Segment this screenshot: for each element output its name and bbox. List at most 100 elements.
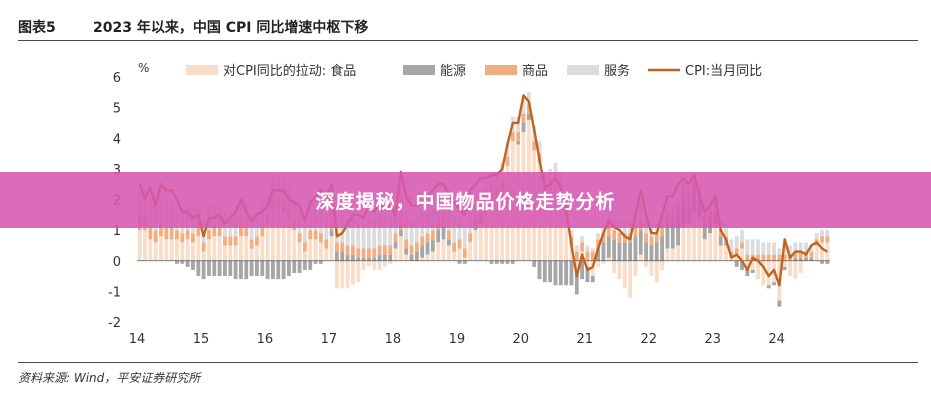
bar-food [228, 245, 233, 261]
bar-energy [345, 254, 350, 261]
bar-energy [510, 260, 515, 264]
bar-goods [574, 251, 579, 261]
bar-goods [761, 254, 766, 261]
bar-food [713, 224, 718, 261]
y-tick-label: 6 [113, 71, 121, 86]
bar-food [633, 260, 638, 277]
bar-goods [340, 242, 345, 252]
bar-food [292, 230, 297, 261]
bar-energy [340, 251, 345, 261]
bar-food [175, 239, 179, 261]
bar-food [287, 217, 291, 261]
bar-goods [260, 227, 265, 237]
x-tick-label: 15 [193, 332, 210, 347]
banner-text: 深度揭秘，中国物品价格走势分析 [315, 190, 616, 213]
y-tick-label: 0 [113, 255, 121, 270]
bar-food [484, 214, 489, 261]
figure-title: 2023 年以来，中国 CPI 同比增速中枢下移 [93, 20, 369, 36]
bar-goods [196, 227, 201, 237]
bar-energy [313, 260, 318, 264]
bar-goods [820, 236, 824, 243]
bar-goods [159, 224, 163, 237]
bar-goods [782, 254, 787, 261]
x-tick-label: 16 [257, 332, 274, 347]
bar-energy [601, 242, 606, 261]
bar-goods [772, 254, 776, 261]
bar-energy [356, 257, 361, 261]
bar-goods [249, 239, 254, 249]
bar-food [708, 233, 712, 261]
bar-services [724, 224, 728, 237]
bar-services [516, 116, 521, 133]
bar-food [660, 260, 664, 270]
bar-services [377, 214, 382, 246]
bar-food [441, 239, 446, 261]
y-tick-label: -2 [108, 316, 121, 331]
bar-food [265, 224, 270, 261]
bar-energy [500, 260, 505, 264]
bar-energy [804, 257, 808, 261]
bar-services [734, 236, 739, 249]
bar-energy [516, 141, 521, 145]
legend-item-cpi: CPI:当月同比 [648, 64, 762, 79]
bar-food [297, 242, 302, 261]
bar-energy [436, 230, 441, 243]
bar-services [569, 230, 574, 237]
bar-energy [820, 260, 824, 264]
bar-energy [212, 260, 217, 277]
bar-goods [617, 233, 622, 243]
legend-label-goods: 商品 [522, 64, 548, 79]
bar-goods [361, 248, 366, 258]
bar-goods [756, 254, 760, 261]
bar-goods [649, 236, 654, 246]
bar-energy [271, 260, 275, 280]
legend-item-services: 服务 [567, 63, 630, 79]
bar-food [622, 260, 627, 289]
x-tick-label: 18 [385, 332, 402, 347]
bar-goods [734, 248, 739, 255]
bar-energy [398, 230, 403, 237]
bar-energy [473, 227, 478, 231]
legend-label-services: 服务 [604, 63, 630, 79]
legend-item-food: 对CPI同比的拉动: 食品 [186, 63, 356, 79]
x-tick-label: 17 [321, 332, 338, 347]
bar-services [654, 224, 659, 234]
bar-goods [191, 233, 195, 243]
bar-food [356, 260, 361, 283]
bar-services [303, 220, 307, 243]
bar-food [404, 254, 409, 261]
bar-food [148, 239, 153, 261]
bar-energy [782, 266, 787, 270]
bar-food [425, 254, 430, 261]
bar-goods [297, 233, 302, 243]
bar-services [361, 220, 366, 249]
bar-services [809, 245, 814, 252]
bar-food [345, 260, 350, 289]
legend-item-energy: 能源 [403, 64, 466, 79]
bar-goods [185, 230, 190, 240]
bar-goods [526, 104, 531, 114]
bar-goods [532, 141, 537, 151]
bar-goods [308, 230, 313, 240]
bar-services [521, 98, 526, 114]
bar-energy [377, 254, 382, 261]
bar-energy [526, 113, 531, 120]
bar-energy [441, 227, 446, 240]
bar-energy [255, 260, 259, 277]
bar-goods [516, 132, 521, 142]
bar-energy [191, 260, 195, 270]
bar-energy [260, 260, 265, 277]
bar-food [398, 236, 403, 261]
bar-food [244, 236, 249, 261]
legend-swatch-energy [403, 65, 435, 75]
legend-label-energy: 能源 [440, 64, 466, 79]
bar-goods [505, 156, 510, 166]
bar-food [468, 242, 473, 261]
bar-energy [670, 224, 675, 249]
bar-food [740, 248, 744, 261]
bar-energy [265, 260, 270, 280]
bar-goods [153, 230, 158, 243]
bar-energy [318, 260, 323, 264]
bar-food [734, 254, 739, 261]
legend-label-cpi: CPI:当月同比 [685, 64, 762, 79]
